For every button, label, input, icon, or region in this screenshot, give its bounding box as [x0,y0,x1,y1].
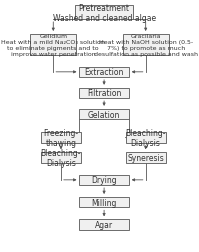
Text: Bleaching-
Dialysis: Bleaching- Dialysis [125,129,166,148]
FancyBboxPatch shape [79,175,129,185]
Text: Gracilaria
Heat with NaOH solution (0.5-
7%) to promote as much
desulfation as p: Gracilaria Heat with NaOH solution (0.5-… [94,34,198,56]
FancyBboxPatch shape [41,153,81,163]
FancyBboxPatch shape [41,133,81,143]
Text: Syneresis: Syneresis [127,153,164,162]
Text: Gelation: Gelation [88,110,120,119]
FancyBboxPatch shape [126,153,166,163]
Text: Pretreatment
Washed and cleaned algae: Pretreatment Washed and cleaned algae [53,4,156,23]
FancyBboxPatch shape [79,219,129,230]
FancyBboxPatch shape [79,197,129,208]
FancyBboxPatch shape [30,35,76,56]
Text: Milling: Milling [91,198,117,207]
FancyBboxPatch shape [79,109,129,120]
Text: Filtration: Filtration [87,89,121,98]
Text: Drying: Drying [91,176,117,185]
Text: Bleaching-
Dialysis: Bleaching- Dialysis [41,148,81,168]
Text: Extraction: Extraction [84,68,124,77]
FancyBboxPatch shape [123,35,169,56]
Text: Freezing-
thawing: Freezing- thawing [43,129,79,148]
Text: Agar: Agar [95,220,113,229]
FancyBboxPatch shape [79,67,129,78]
FancyBboxPatch shape [75,6,133,20]
FancyBboxPatch shape [79,88,129,99]
Text: Gelidium
Heat with a mild Na₂CO₃ solution
to eliminate pigments and to
improve w: Gelidium Heat with a mild Na₂CO₃ solutio… [1,34,105,56]
FancyBboxPatch shape [126,133,166,143]
